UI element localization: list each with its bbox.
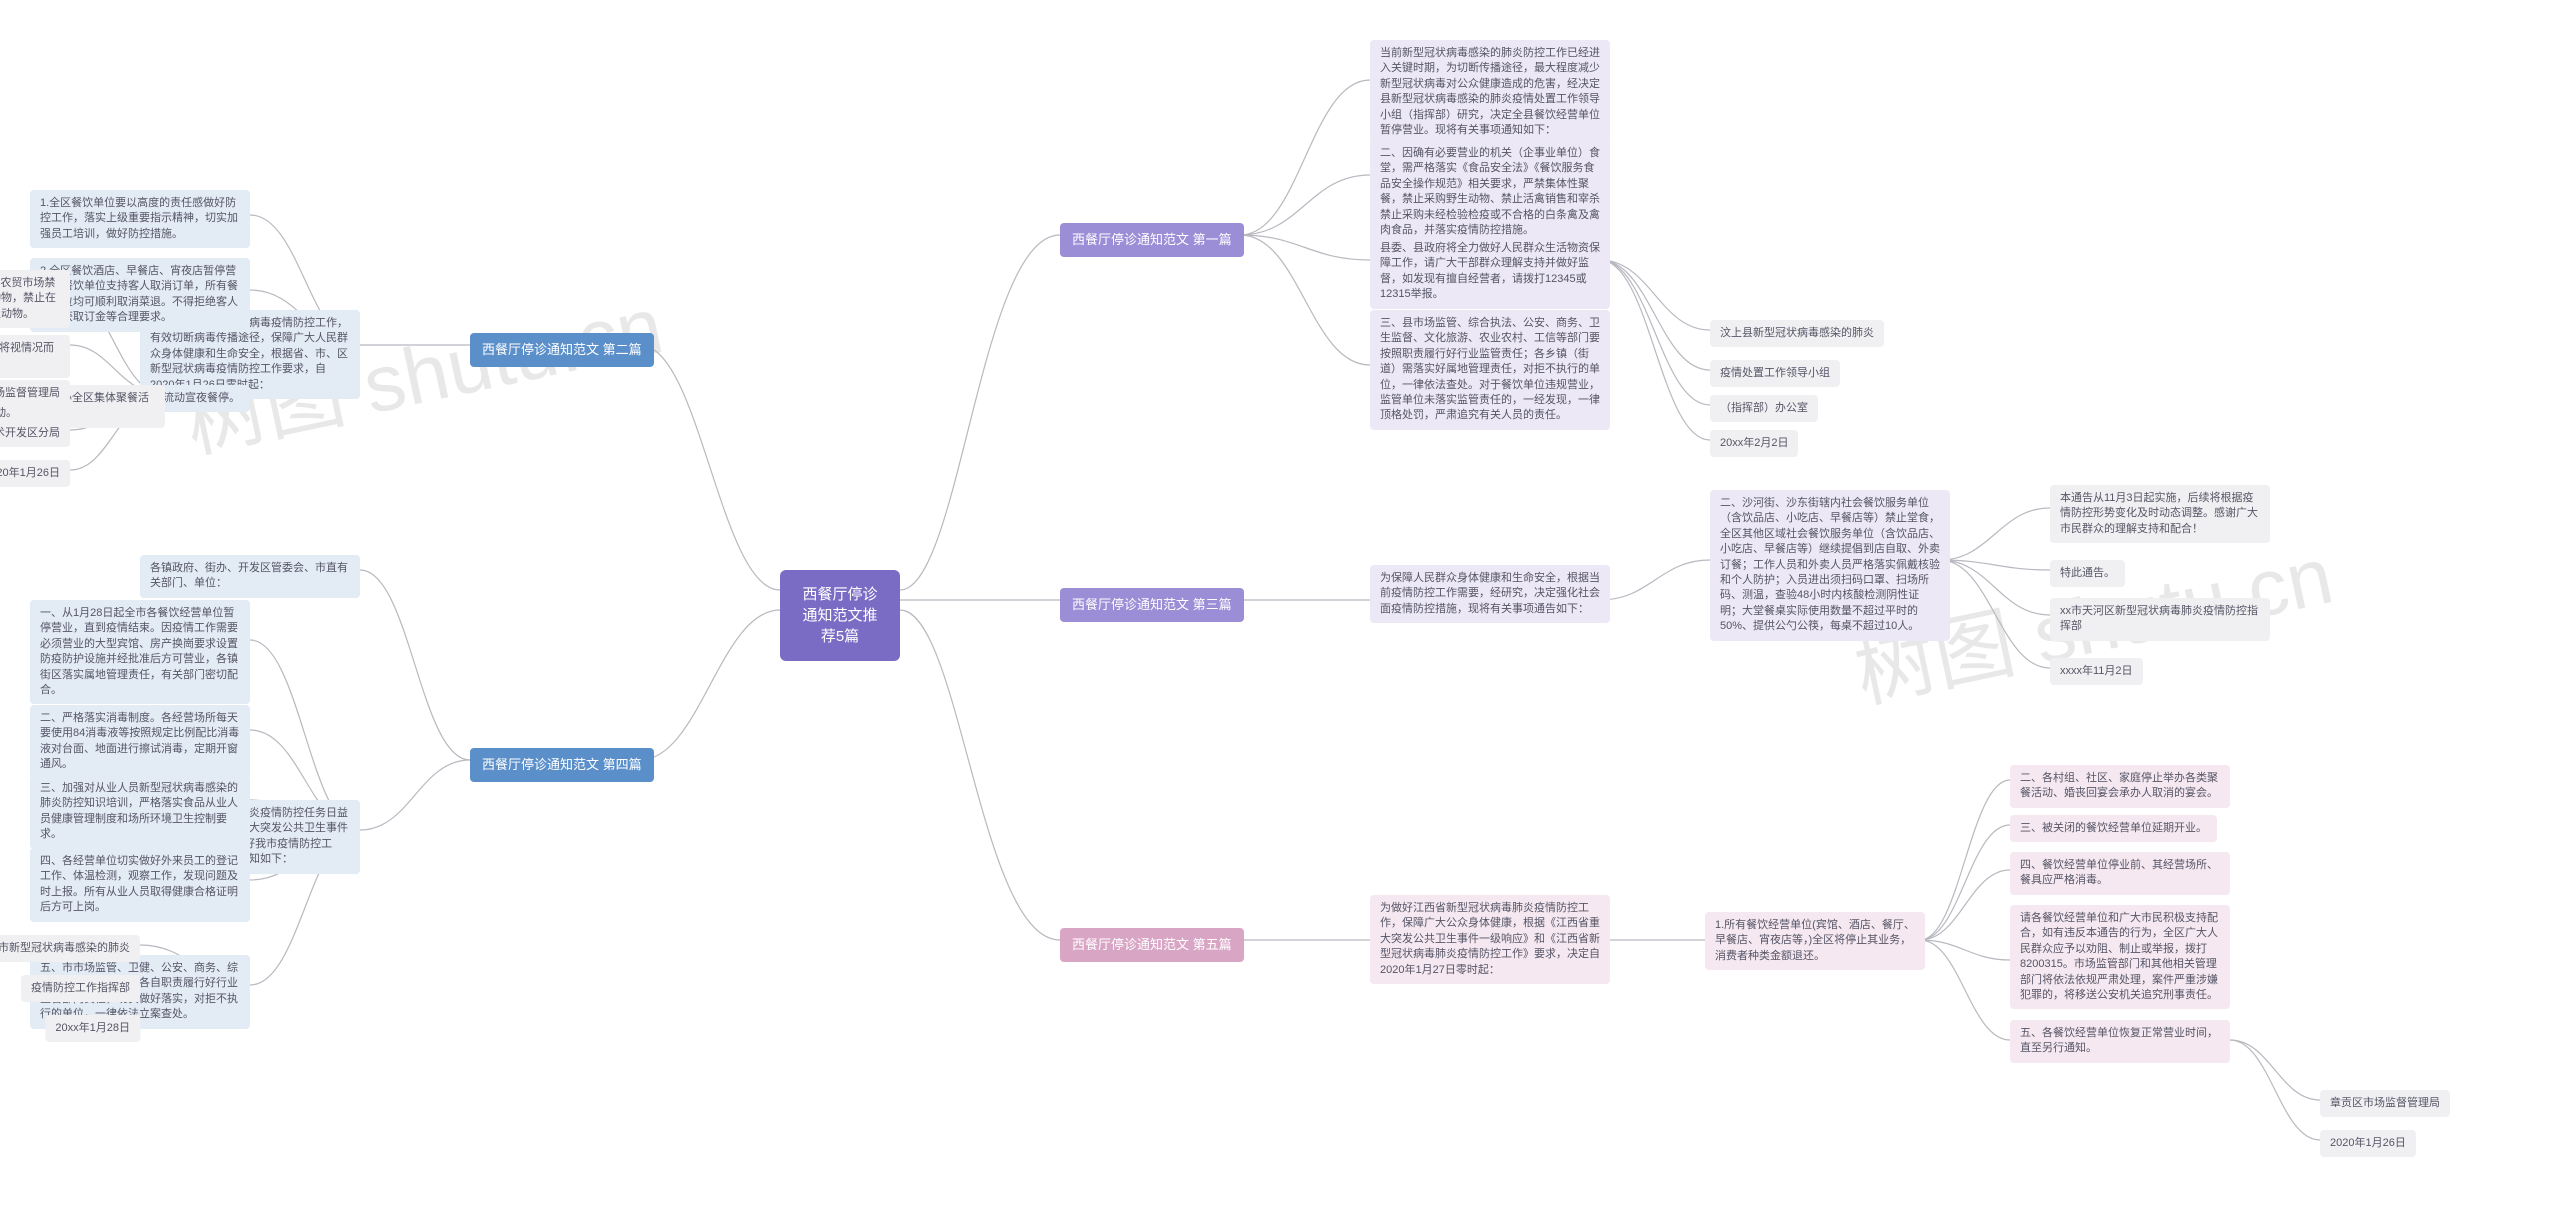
b5-node: 三、被关闭的餐饮经营单位延期开业。 [2010,815,2217,842]
b1-node: 县委、县政府将全力做好人民群众生活物资保障工作，请广大干部群众理解支持并做好监督… [1370,235,1610,309]
b2-node: 2020年1月26日 [0,460,70,487]
branch-4[interactable]: 西餐厅停诊通知范文 第四篇 [470,748,654,782]
b2-node: 动词（verb的缩写）全区农贸市场禁止交易活禽、出售野生动物，禁止在饭店、宾馆加… [0,270,70,328]
branch-1[interactable]: 西餐厅停诊通知范文 第一篇 [1060,223,1244,257]
b5-intro: 为做好江西省新型冠状病毒肺炎疫情防控工作，保障广大公众身体健康，根据《江西省重大… [1370,895,1610,984]
b1-node: 三、县市场监管、综合执法、公安、商务、卫生监督、文化旅游、农业农村、工信等部门要… [1370,310,1610,430]
b2-node: 赣州市市场监督管理局 [0,380,70,407]
branch-2[interactable]: 西餐厅停诊通知范文 第二篇 [470,333,654,367]
b4-node: 二、严格落实消毒制度。各经营场所每天要使用84消毒液等按照规定比例配比消毒液对台… [30,705,250,779]
b4-node: 各镇政府、街办、开发区管委会、市直有关部门、单位： [140,555,360,598]
b5-node: 2020年1月26日 [2320,1130,2416,1157]
b1-node: 二、因确有必要营业的机关（企事业单位）食堂，需严格落实《食品安全法》《餐饮服务食… [1370,140,1610,244]
b5-node: 二、各村组、社区、家庭停止举办各类聚餐活动、婚丧回宴会承办人取消的宴会。 [2010,765,2230,808]
branch-5[interactable]: 西餐厅停诊通知范文 第五篇 [1060,928,1244,962]
b2-node: 赣州经济技术开发区分局 [0,420,70,447]
b3-node: 本通告从11月3日起实施，后续将根据疫情防控形势变化及时动态调整。感谢广大市民群… [2050,485,2270,543]
b1-node: （指挥部）办公室 [1710,395,1818,422]
b3-node: 二、沙河街、沙东街辖内社会餐饮服务单位（含饮品店、小吃店、早餐店等）禁止堂食，全… [1710,490,1950,641]
b5-node: 五、各餐饮经营单位恢复正常营业时间，直至另行通知。 [2010,1020,2230,1063]
b5-node: 1.所有餐饮经营单位(宾馆、酒店、餐厅、早餐店、宵夜店等，)全区将停止其业务，消… [1705,912,1925,970]
b3-intro: 为保障人民群众身体健康和生命安全，根据当前疫情防控工作需要，经研究，决定强化社会… [1370,565,1610,623]
b4-node: 一、从1月28日起全市各餐饮经营单位暂停营业，直到疫情结束。因疫情工作需要必须营… [30,600,250,704]
b4-node: 疫情防控工作指挥部 [21,975,140,1002]
b5-node: 章贡区市场监督管理局 [2320,1090,2450,1117]
b4-node: 四、各经营单位切实做好外来员工的登记工作、体温检测，观察工作，发现问题及时上报。… [30,848,250,922]
b2-node: 1.全区餐饮单位要以高度的责任感做好防控工作，落实上级重要指示精神，切实加强员工… [30,190,250,248]
b1-node: 疫情处置工作领导小组 [1710,360,1840,387]
b1-node: 汶上县新型冠状病毒感染的肺炎 [1710,320,1884,347]
b5-node: 请各餐饮经营单位和广大市民积极支持配合，如有违反本通告的行为，全区广大人民群众应… [2010,905,2230,1009]
b4-node: 安丘市新型冠状病毒感染的肺炎 [0,935,140,962]
branch-3[interactable]: 西餐厅停诊通知范文 第三篇 [1060,588,1244,622]
root-node[interactable]: 西餐厅停诊通知范文推荐5篇 [780,570,900,661]
b4-node: 三、加强对从业人员新型冠状病毒感染的肺炎防控知识培训，严格落实食品从业人员健康管… [30,775,250,849]
b1-node: 当前新型冠状病毒感染的肺炎防控工作已经进入关键时期，为切断传播途径，最大程度减少… [1370,40,1610,144]
b4-node: 20xx年1月28日 [45,1015,140,1042]
b3-node: xxxx年11月2日 [2050,658,2143,685]
b3-node: 特此通告。 [2050,560,2125,587]
b3-node: xx市天河区新型冠状病毒肺炎疫情防控指挥部 [2050,598,2270,641]
b2-node: 正常营业时间的恢复将视情况而定。 [0,335,70,378]
b1-node: 20xx年2月2日 [1710,430,1798,457]
b5-node: 四、餐饮经营单位停业前、其经营场所、餐具应严格消毒。 [2010,852,2230,895]
